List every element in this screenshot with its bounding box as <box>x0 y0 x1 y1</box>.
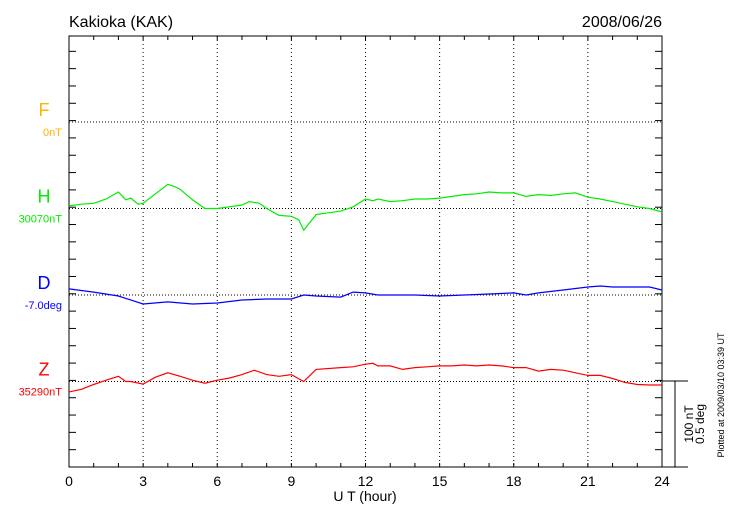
plotted-at-footer: Plotted at 2009/03/10 03:39 UT <box>716 332 726 458</box>
grid <box>69 36 662 467</box>
chart-date: 2008/06/26 <box>582 14 662 31</box>
component-labels: F 0nT H 30070nT D -7.0deg Z 35290nT <box>19 100 63 399</box>
x-tick-label: 3 <box>139 473 147 489</box>
traces <box>68 183 663 393</box>
trace-h <box>68 183 663 232</box>
scale-bar: 100 nT 0.5 deg <box>662 380 707 468</box>
scale-bar-nt-label: 100 nT <box>682 405 696 443</box>
x-tick-label: 9 <box>287 473 295 489</box>
x-axis-label: U T (hour) <box>333 488 396 504</box>
component-base-h: 30070nT <box>19 214 63 226</box>
component-base-f: 0nT <box>43 127 62 139</box>
trace-z <box>68 362 662 393</box>
chart-title: Kakioka (KAK) <box>69 14 173 31</box>
component-letter-z: Z <box>39 360 50 380</box>
component-letter-h: H <box>38 187 51 207</box>
x-tick-label: 12 <box>358 473 374 489</box>
component-letter-f: F <box>39 100 50 120</box>
x-tick-label: 24 <box>654 473 670 489</box>
component-base-d: -7.0deg <box>25 300 62 312</box>
component-base-z: 35290nT <box>19 387 63 399</box>
trace-d <box>68 285 663 305</box>
axes: 0 3 6 9 12 15 18 21 24 <box>65 35 670 489</box>
component-letter-d: D <box>38 273 51 293</box>
x-tick-label: 6 <box>213 473 221 489</box>
scale-bar-deg-label: 0.5 deg <box>693 404 707 444</box>
x-tick-label: 0 <box>65 473 73 489</box>
x-tick-label: 21 <box>580 473 596 489</box>
x-tick-label: 15 <box>432 473 448 489</box>
x-tick-label: 18 <box>506 473 522 489</box>
